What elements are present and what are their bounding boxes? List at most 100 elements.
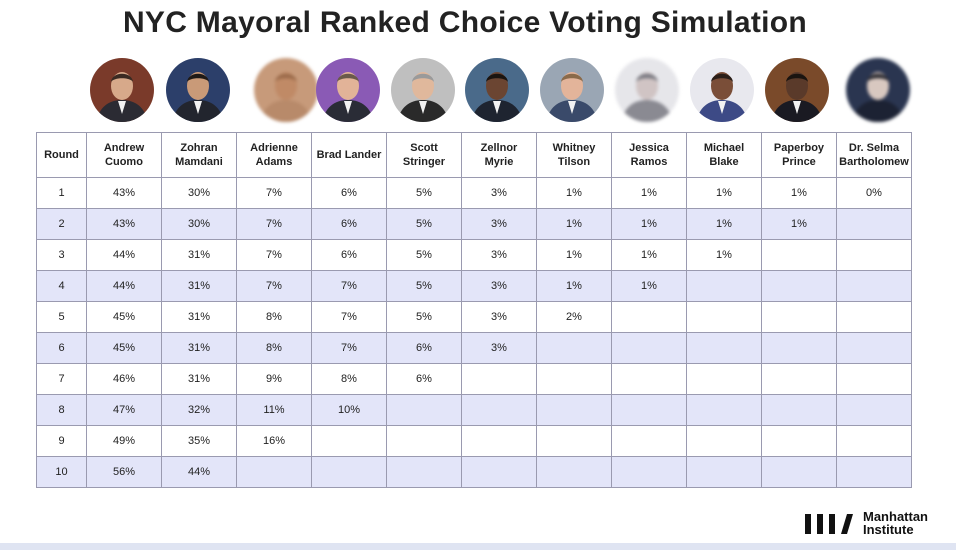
- logo-line-2: Institute: [863, 522, 914, 537]
- vote-share-cell: 7%: [236, 270, 312, 302]
- table-row: 5 45% 31% 8% 7% 5% 3% 2%: [36, 301, 912, 333]
- portrait-icon: [391, 58, 455, 122]
- vote-share-cell: 1%: [611, 177, 687, 209]
- vote-share-cell: 11%: [236, 394, 312, 426]
- vote-share-cell: [386, 425, 462, 457]
- candidate-name-line-2: Ramos: [630, 156, 668, 168]
- portrait-icon: [166, 58, 230, 122]
- candidate-name-line-2: Mamdani: [175, 156, 223, 168]
- vote-share-cell: [836, 456, 912, 488]
- vote-share-cell: 7%: [311, 301, 387, 333]
- vote-share-cell: 7%: [236, 239, 312, 271]
- candidate-header: Zellnor Myrie: [461, 132, 537, 178]
- table-row: 3 44% 31% 7% 6% 5% 3% 1% 1% 1%: [36, 239, 912, 271]
- vote-share-cell: [686, 332, 762, 364]
- vote-share-cell: 3%: [461, 301, 537, 333]
- candidate-name-line-1: Zellnor: [480, 142, 518, 154]
- candidate-header: Michael Blake: [686, 132, 762, 178]
- vote-share-cell: 3%: [461, 239, 537, 271]
- round-cell: 3: [36, 239, 87, 271]
- vote-share-cell: 7%: [236, 177, 312, 209]
- round-cell: 8: [36, 394, 87, 426]
- vote-share-cell: [536, 394, 612, 426]
- candidate-name-line-2: Cuomo: [105, 156, 143, 168]
- vote-share-cell: [536, 456, 612, 488]
- candidate-name-line-1: Michael: [703, 142, 745, 154]
- vote-share-cell: 9%: [236, 363, 312, 395]
- vote-share-cell: 8%: [236, 301, 312, 333]
- candidate-name-line-1: Scott: [410, 142, 438, 154]
- table-row: 9 49% 35% 16%: [36, 425, 912, 457]
- vote-share-cell: 1%: [536, 270, 612, 302]
- candidate-name-line-1: Brad Lander: [316, 149, 382, 161]
- vote-share-cell: 5%: [386, 177, 462, 209]
- vote-share-cell: 6%: [311, 239, 387, 271]
- page-title: NYC Mayoral Ranked Choice Voting Simulat…: [122, 6, 808, 39]
- vote-share-cell: 45%: [86, 332, 162, 364]
- vote-share-cell: [461, 425, 537, 457]
- vote-share-cell: 30%: [161, 208, 237, 240]
- vote-share-cell: 0%: [836, 177, 912, 209]
- candidate-name-line-1: Zohran: [180, 142, 218, 154]
- vote-share-cell: [461, 394, 537, 426]
- vote-share-cell: [686, 394, 762, 426]
- portrait-icon: [90, 58, 154, 122]
- candidate-avatars: [0, 58, 956, 126]
- candidate-name-line-2: Adams: [255, 156, 293, 168]
- candidate-name-line-2: Myrie: [484, 156, 514, 168]
- candidate-name-line-1: Andrew: [103, 142, 145, 154]
- vote-share-cell: 43%: [86, 177, 162, 209]
- vote-share-cell: [611, 394, 687, 426]
- vote-share-cell: 44%: [86, 270, 162, 302]
- vote-share-cell: [386, 456, 462, 488]
- table-row: 10 56% 44%: [36, 456, 912, 488]
- vote-share-cell: [761, 394, 837, 426]
- vote-share-cell: [836, 394, 912, 426]
- vote-share-cell: 31%: [161, 332, 237, 364]
- round-cell: 6: [36, 332, 87, 364]
- candidate-name-line-1: Paperboy: [773, 142, 825, 154]
- manhattan-institute-logo: Manhattan Institute: [803, 510, 943, 538]
- vote-share-cell: 32%: [161, 394, 237, 426]
- vote-share-cell: [761, 456, 837, 488]
- vote-share-cell: 47%: [86, 394, 162, 426]
- vote-share-cell: [536, 332, 612, 364]
- vote-share-cell: 3%: [461, 177, 537, 209]
- vote-share-cell: 1%: [611, 239, 687, 271]
- vote-share-cell: 1%: [536, 208, 612, 240]
- vote-share-cell: 46%: [86, 363, 162, 395]
- candidate-header: Brad Lander: [311, 132, 387, 178]
- vote-share-cell: 1%: [686, 208, 762, 240]
- vote-share-cell: 43%: [86, 208, 162, 240]
- round-cell: 4: [36, 270, 87, 302]
- vote-share-cell: 8%: [311, 363, 387, 395]
- vote-share-cell: 1%: [611, 270, 687, 302]
- blurred-portrait-icon: [254, 58, 318, 122]
- results-table: Round Andrew Cuomo Zohran Mamdani Adrienne Ad…: [36, 132, 912, 488]
- candidate-header: Adrienne Adams: [236, 132, 312, 178]
- vote-share-cell: 3%: [461, 208, 537, 240]
- vote-share-cell: 6%: [386, 363, 462, 395]
- vote-share-cell: 7%: [311, 332, 387, 364]
- logo-text: Manhattan Institute: [863, 510, 928, 536]
- round-cell: 5: [36, 301, 87, 333]
- vote-share-cell: [761, 301, 837, 333]
- vote-share-cell: 31%: [161, 239, 237, 271]
- vote-share-cell: [761, 239, 837, 271]
- vote-share-cell: [761, 270, 837, 302]
- round-cell: 10: [36, 456, 87, 488]
- vote-share-cell: 16%: [236, 425, 312, 457]
- candidate-name-line-2: Prince: [782, 156, 816, 168]
- vote-share-cell: 30%: [161, 177, 237, 209]
- vote-share-cell: [611, 301, 687, 333]
- vote-share-cell: [386, 394, 462, 426]
- vote-share-cell: [686, 301, 762, 333]
- candidate-header: Jessica Ramos: [611, 132, 687, 178]
- vote-share-cell: [686, 270, 762, 302]
- vote-share-cell: [611, 332, 687, 364]
- vote-share-cell: 31%: [161, 301, 237, 333]
- table-row: 6 45% 31% 8% 7% 6% 3%: [36, 332, 912, 364]
- vote-share-cell: [761, 332, 837, 364]
- blurred-portrait-icon: [615, 58, 679, 122]
- bottom-strip: [0, 543, 956, 550]
